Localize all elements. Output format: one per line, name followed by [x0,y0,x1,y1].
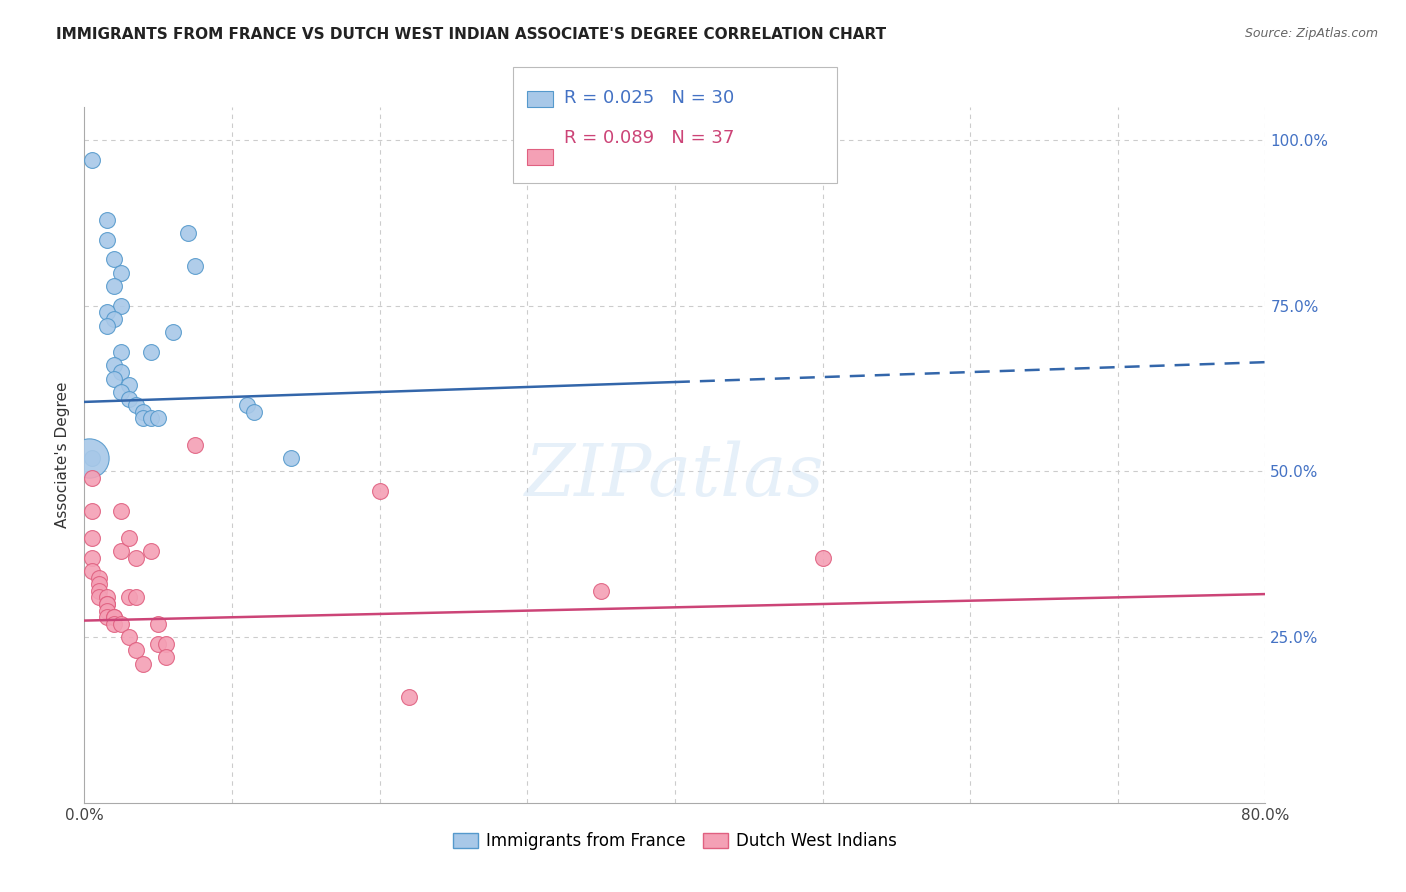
Point [368,484,391,499]
Text: R = 0.025   N = 30: R = 0.025 N = 30 [564,89,734,107]
Point [118,531,141,545]
Point [162,326,184,340]
Point [103,616,125,631]
Point [280,451,302,466]
Point [80,564,103,578]
Legend: Immigrants from France, Dutch West Indians: Immigrants from France, Dutch West India… [446,826,904,857]
Point [184,259,207,273]
Point [110,616,132,631]
Point [177,226,200,240]
Point [155,637,177,651]
Point [103,252,125,267]
Point [80,531,103,545]
Point [139,411,162,425]
Point [96,318,118,333]
Point [96,305,118,319]
Point [243,405,266,419]
Point [77,451,100,466]
Point [96,591,118,605]
Point [236,398,259,412]
Point [110,365,132,379]
Point [139,544,162,558]
Point [103,312,125,326]
Point [125,643,148,657]
Point [110,384,132,399]
Text: ZIPatlas: ZIPatlas [524,441,825,511]
Point [125,591,148,605]
Point [96,597,118,611]
Point [132,411,155,425]
Point [87,591,111,605]
Point [80,451,103,466]
Point [398,690,420,704]
Point [591,583,613,598]
Point [103,610,125,624]
Point [87,570,111,584]
Point [87,577,111,591]
Point [125,550,148,565]
Point [110,266,132,280]
Text: Source: ZipAtlas.com: Source: ZipAtlas.com [1244,27,1378,40]
Point [110,504,132,518]
Point [148,637,170,651]
Point [96,212,118,227]
Point [110,345,132,359]
Point [118,630,141,644]
Point [103,279,125,293]
Point [118,591,141,605]
Point [139,345,162,359]
Point [184,438,207,452]
Point [110,544,132,558]
Point [103,610,125,624]
Text: R = 0.089   N = 37: R = 0.089 N = 37 [564,129,734,147]
Point [110,299,132,313]
Point [96,604,118,618]
Y-axis label: Associate's Degree: Associate's Degree [55,382,70,528]
Point [125,398,148,412]
Point [80,153,103,167]
Point [132,405,155,419]
Point [96,610,118,624]
Point [148,616,170,631]
Point [80,550,103,565]
Point [87,583,111,598]
Point [148,411,170,425]
Point [103,359,125,373]
Point [132,657,155,671]
Point [96,233,118,247]
Text: IMMIGRANTS FROM FRANCE VS DUTCH WEST INDIAN ASSOCIATE'S DEGREE CORRELATION CHART: IMMIGRANTS FROM FRANCE VS DUTCH WEST IND… [56,27,886,42]
Point [80,471,103,485]
Point [96,597,118,611]
Point [80,504,103,518]
Point [811,550,834,565]
Point [103,372,125,386]
Point [155,650,177,665]
Point [118,392,141,406]
Point [118,378,141,392]
